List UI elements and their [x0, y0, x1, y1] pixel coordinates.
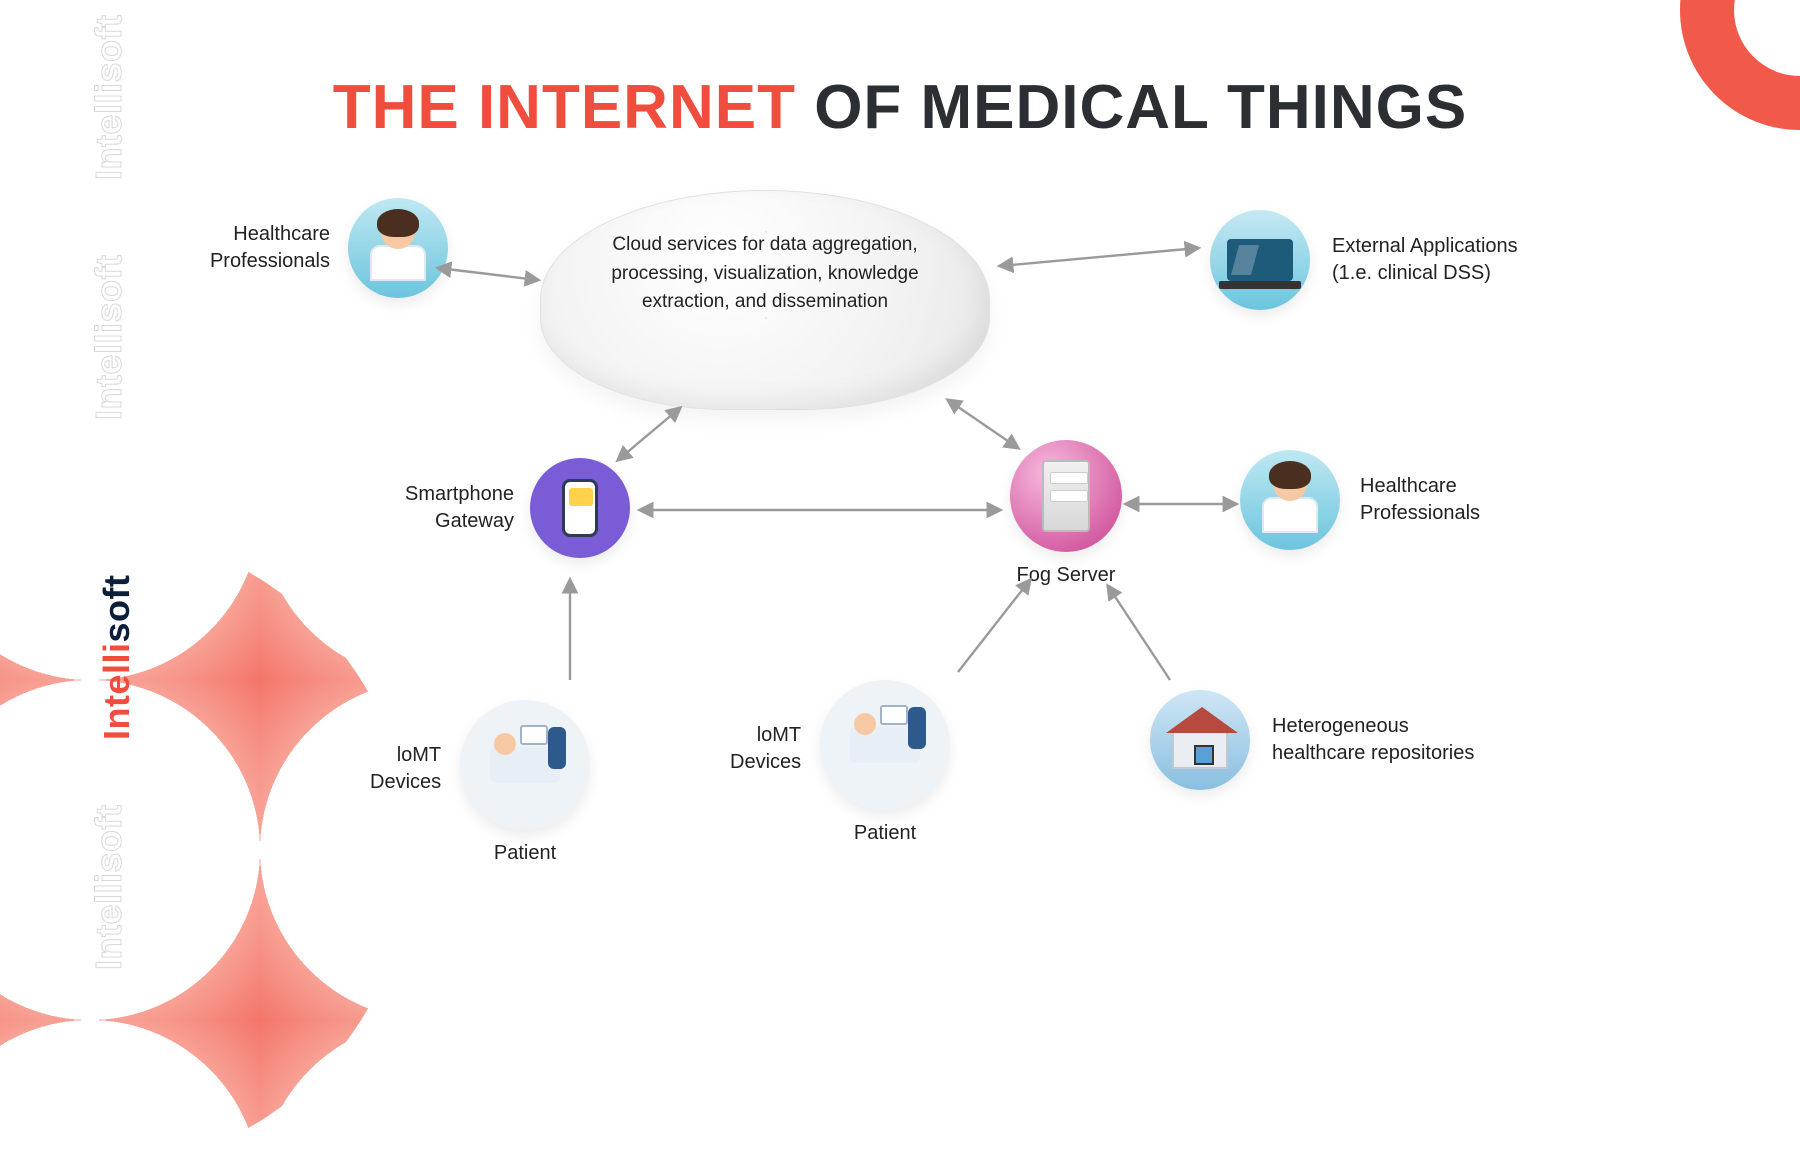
patient-icon	[820, 680, 950, 810]
hp-right-label: HealthcareProfessionals	[1360, 473, 1480, 527]
repo-label: Heterogeneoushealthcare repositories	[1272, 713, 1474, 767]
title-dark: OF MEDICAL THINGS	[814, 73, 1467, 142]
logo-part1: Intelli	[96, 642, 137, 740]
edge-hp_left-cloud	[438, 268, 538, 280]
cloud-node: Cloud services for data aggregation, pro…	[540, 190, 990, 410]
logo-watermark-3: Intellisoft	[88, 805, 130, 971]
gateway-label: SmartphoneGateway	[405, 481, 514, 535]
edge-repo-fog	[1108, 586, 1170, 680]
house-icon	[1150, 690, 1250, 790]
logo-watermark-2: Intellisoft	[88, 255, 130, 421]
doctor-icon	[348, 198, 448, 298]
page-title: THE INTERNET OF MEDICAL THINGS	[0, 72, 1800, 143]
iomt-label-2: loMTDevices	[730, 722, 801, 776]
fog-label: Fog Server	[1017, 562, 1116, 589]
node-repositories: Heterogeneoushealthcare repositories	[1150, 690, 1474, 790]
laptop-icon	[1210, 210, 1310, 310]
diagram-canvas: Intellisoft Intellisoft Intellisoft Inte…	[0, 0, 1800, 941]
node-healthcare-left: HealthcareProfessionals	[190, 198, 448, 298]
phone-icon	[530, 458, 630, 558]
ext-apps-label: External Applications(1.e. clinical DSS)	[1332, 233, 1518, 287]
decor-ring-bottomleft	[0, 530, 410, 1170]
node-patient-1: loMTDevices Patient	[460, 700, 590, 867]
node-fog-server: Fog Server	[1010, 440, 1122, 589]
patient2-label: Patient	[854, 820, 916, 847]
hp-left-label: HealthcareProfessionals	[190, 221, 330, 275]
patient-icon	[460, 700, 590, 830]
server-icon	[1010, 440, 1122, 552]
node-gateway: SmartphoneGateway	[405, 458, 630, 558]
node-external-apps: External Applications(1.e. clinical DSS)	[1210, 210, 1518, 310]
iomt-label-1: loMTDevices	[370, 742, 441, 796]
edge-patient2-fog	[958, 580, 1030, 672]
node-patient-2: loMTDevices Patient	[820, 680, 950, 847]
edge-fog-cloud	[948, 400, 1018, 448]
logo-part2: soft	[96, 574, 137, 642]
title-red: THE INTERNET	[333, 73, 796, 142]
edge-cloud-ext_apps	[1000, 248, 1198, 266]
doctor-icon	[1240, 450, 1340, 550]
cloud-text: Cloud services for data aggregation, pro…	[591, 231, 939, 317]
edge-gateway-cloud	[618, 408, 680, 460]
brand-logo: Intellisoft	[96, 574, 138, 740]
patient1-label: Patient	[494, 840, 556, 867]
node-healthcare-right: HealthcareProfessionals	[1240, 450, 1480, 550]
